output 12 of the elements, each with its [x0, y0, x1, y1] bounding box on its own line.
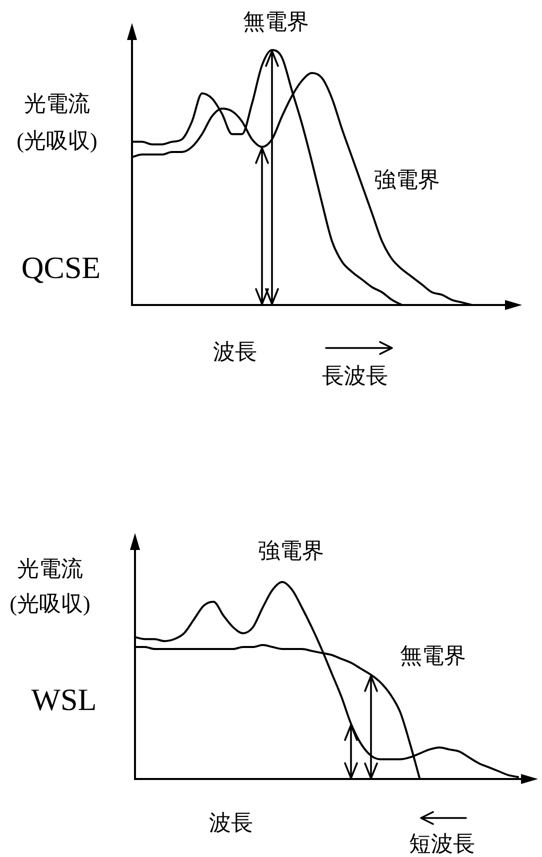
x-axis-title: 波長	[209, 810, 253, 836]
text: QCSE	[21, 250, 101, 286]
series-label: 強電界	[374, 167, 440, 193]
text: 長波長	[322, 363, 388, 389]
text: WSL	[31, 682, 97, 718]
series-label: 無電界	[243, 9, 309, 35]
series-label: 強電界	[258, 538, 324, 564]
y-axis-title: 光電流 (光吸収)	[10, 555, 90, 618]
y-axis-title: 光電流 (光吸収)	[16, 90, 98, 155]
x-axis-title: 波長	[213, 339, 257, 365]
series-label: 無電界	[400, 643, 466, 669]
text: 短波長	[409, 831, 475, 857]
